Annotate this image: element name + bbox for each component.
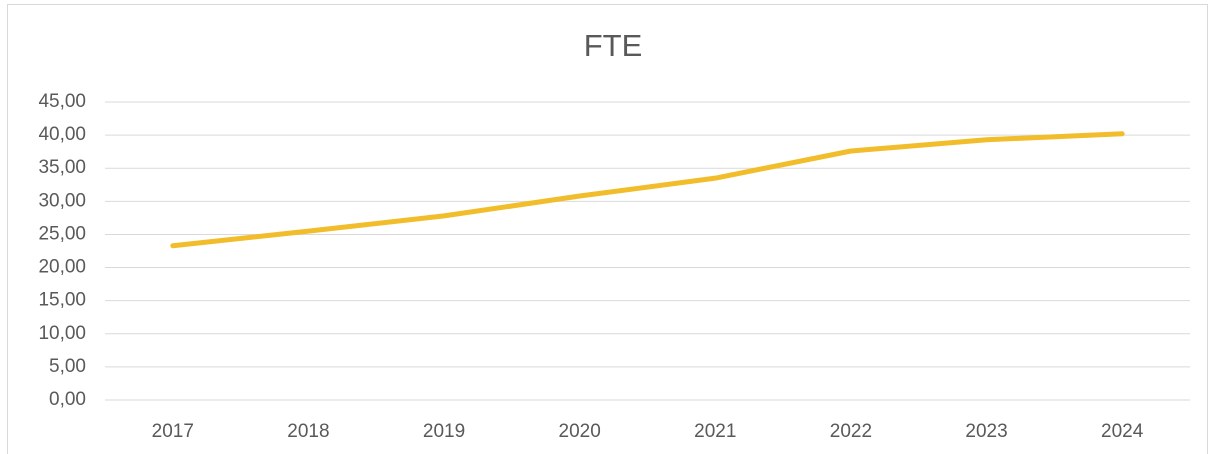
y-tick-label: 30,00 (38, 190, 86, 211)
x-tick-label: 2022 (830, 421, 872, 442)
line (170, 131, 1125, 249)
y-tick-label: 45,00 (38, 91, 86, 112)
x-tick-label: 2024 (1101, 421, 1144, 442)
y-tick-label: 40,00 (38, 124, 86, 145)
y-tick-label: 10,00 (38, 323, 86, 344)
y-tick-label: 0,00 (49, 389, 86, 410)
y-tick-label: 25,00 (38, 223, 86, 244)
chart-title: FTE (584, 28, 643, 63)
y-tick-label: 20,00 (38, 257, 86, 278)
x-tick-label: 2019 (423, 421, 465, 442)
x-tick-label: 2021 (694, 421, 736, 442)
x-tick-label: 2018 (287, 421, 329, 442)
x-tick-label: 2023 (965, 421, 1007, 442)
x-tick-label: 2017 (152, 421, 194, 442)
y-tick-label: 35,00 (38, 157, 86, 178)
y-tick-label: 5,00 (49, 356, 86, 377)
y-tick-label: 15,00 (38, 290, 86, 311)
chart-border (7, 4, 1208, 454)
x-tick-label: 2020 (559, 421, 601, 442)
